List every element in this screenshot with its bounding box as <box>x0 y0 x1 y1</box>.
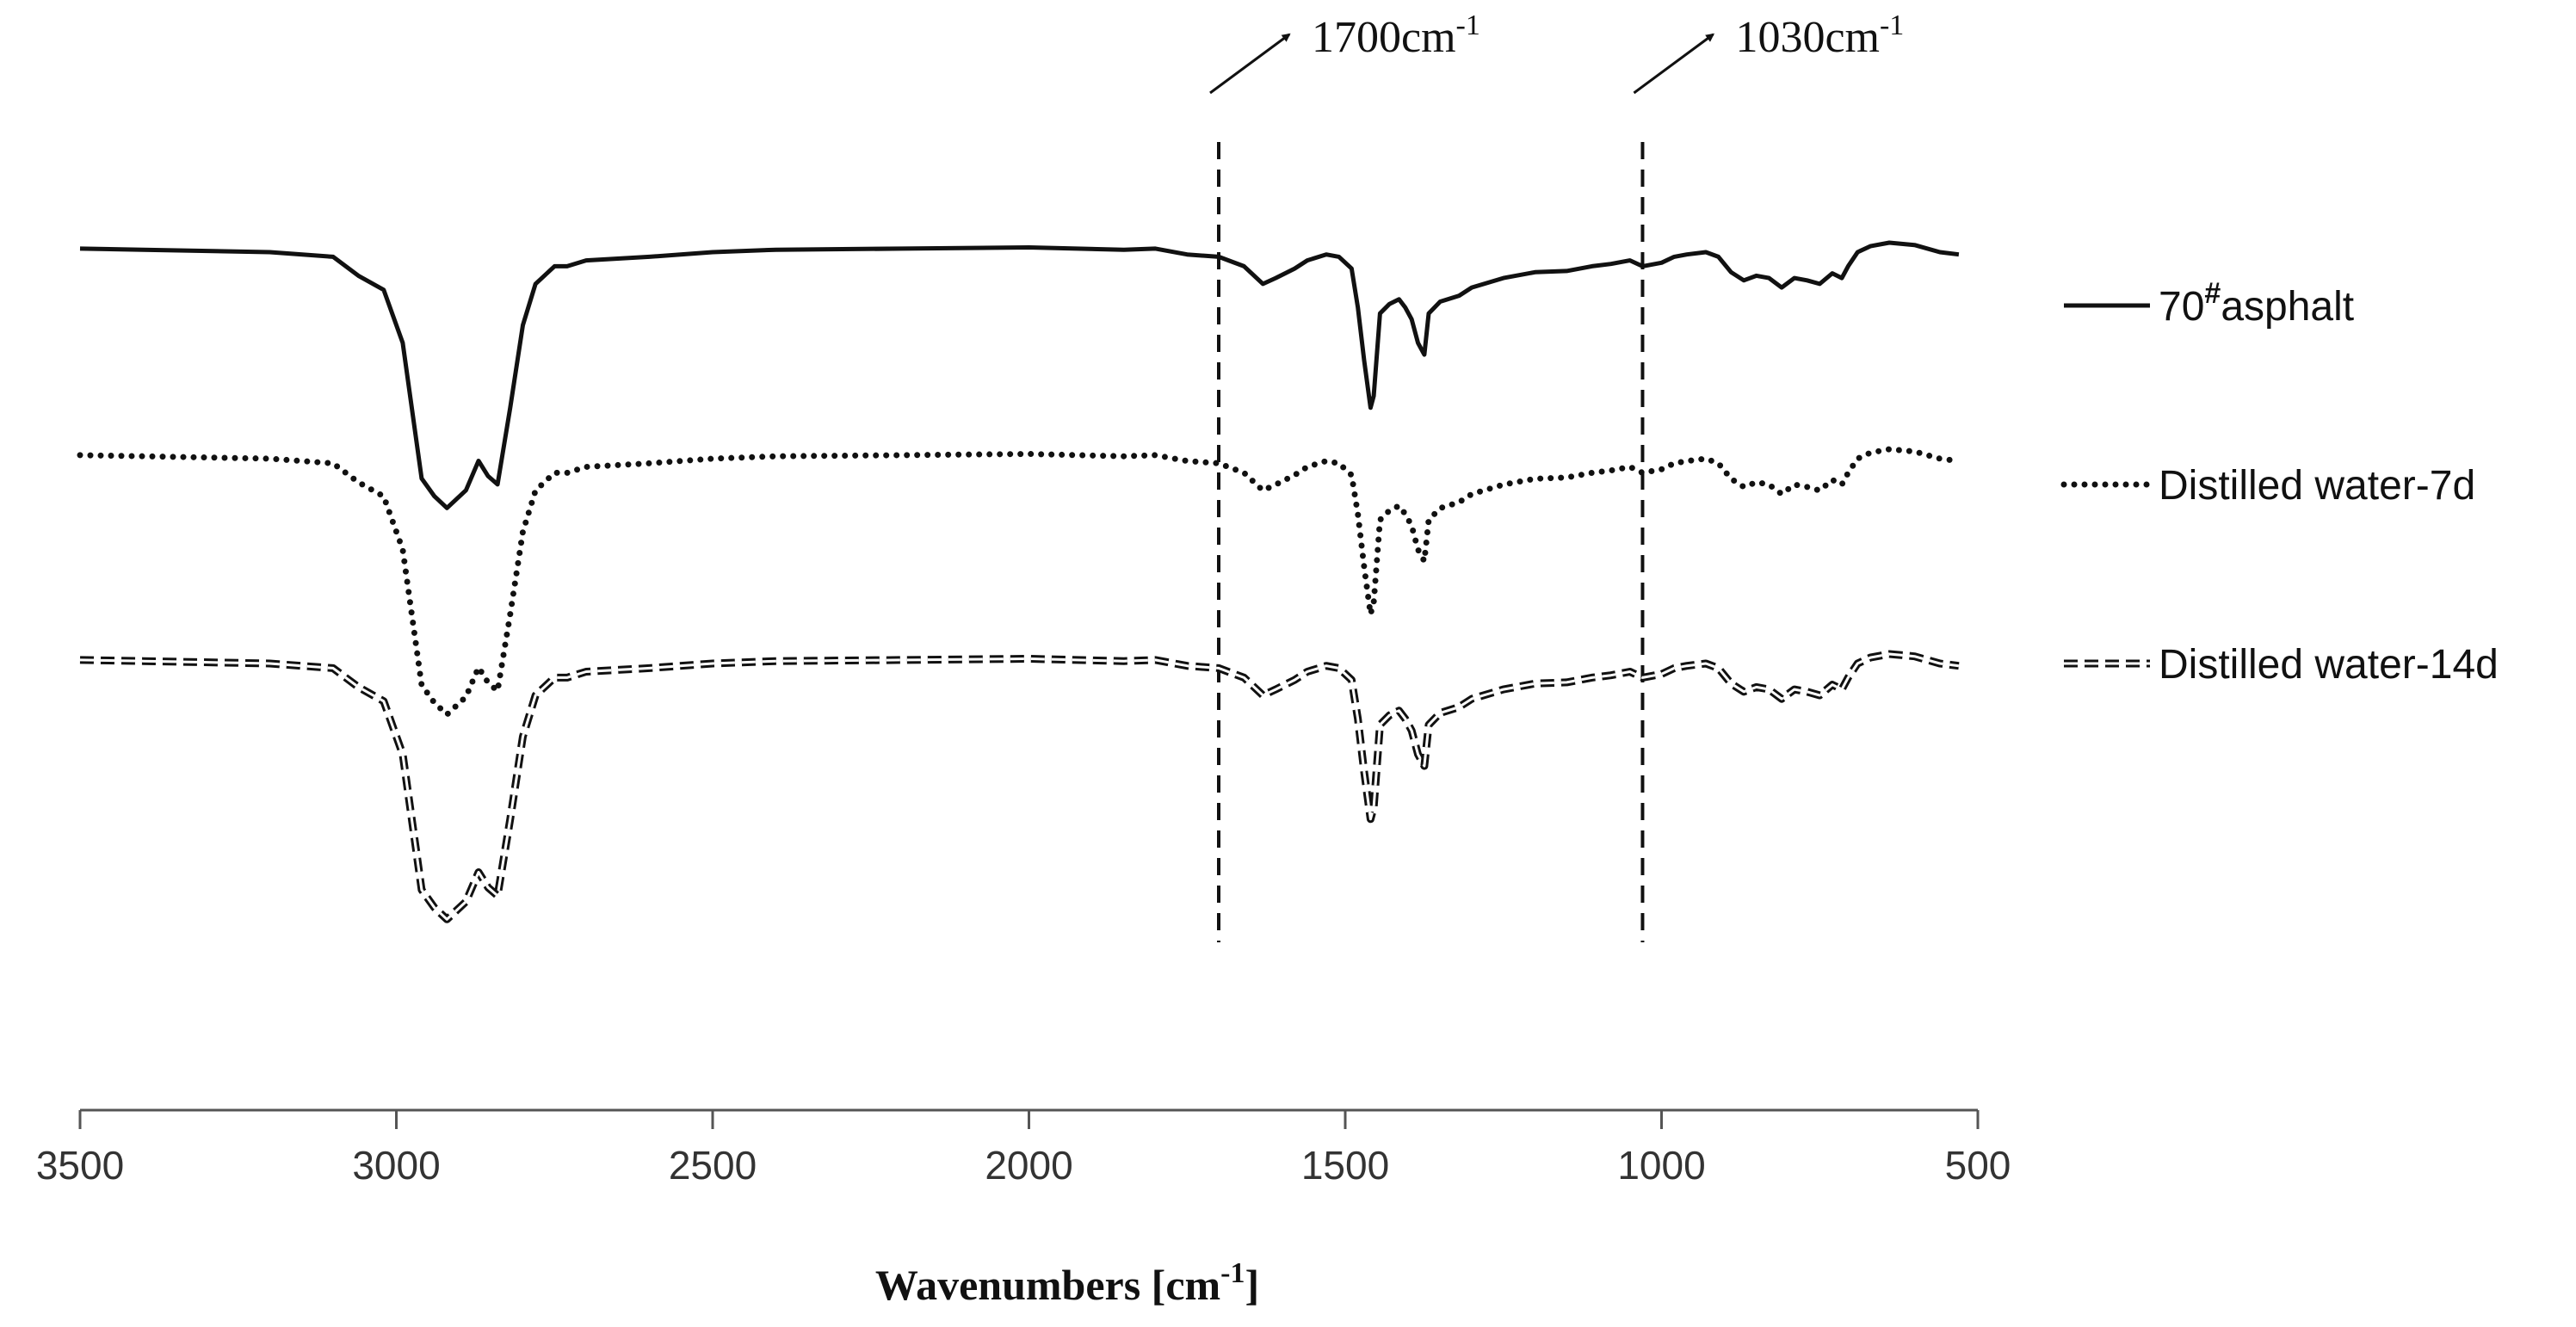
x-axis-title-sup: -1 <box>1220 1257 1245 1289</box>
annotation-label-text: 1030cm <box>1735 13 1880 62</box>
annotation-label-text: 1700cm <box>1312 13 1456 62</box>
annotations: 1700cm-1 1030cm-1 <box>1209 9 1904 942</box>
series-line-14d-outer <box>79 650 1960 923</box>
annotation-label-1700: 1700cm-1 <box>1312 9 1480 62</box>
x-axis-ticks: 3500 3000 2500 2000 1500 1000 500 <box>36 1110 2011 1188</box>
x-tick-label: 3500 <box>36 1143 124 1188</box>
legend-label-70: 70 <box>2159 284 2204 330</box>
x-tick-label: 3000 <box>352 1143 440 1188</box>
x-tick-label: 2000 <box>985 1143 1072 1188</box>
annotation-arrow-1030 <box>1633 33 1715 95</box>
annotation-label-sup: -1 <box>1880 9 1904 41</box>
x-tick-label: 1000 <box>1617 1143 1705 1188</box>
legend: 70#asphalt Distilled water-7d Distilled … <box>2060 277 2499 688</box>
legend-item-asphalt: 70#asphalt <box>2064 277 2354 330</box>
x-axis-title-text: Wavenumbers [cm <box>875 1261 1220 1309</box>
annotation-label-sup: -1 <box>1456 9 1480 41</box>
legend-label-asphalt-suffix: asphalt <box>2221 284 2354 330</box>
legend-item-14d: Distilled water-14d <box>2064 642 2499 688</box>
series-line-asphalt <box>79 240 1960 510</box>
legend-item-7d: Distilled water-7d <box>2060 463 2475 509</box>
series-line-7d <box>77 446 1962 718</box>
legend-label-14d: Distilled water-14d <box>2159 642 2499 688</box>
legend-label-asphalt: 70#asphalt <box>2159 277 2354 330</box>
x-axis-title-close: ] <box>1245 1261 1260 1309</box>
legend-label-7d: Distilled water-7d <box>2159 463 2475 509</box>
x-tick-label: 1500 <box>1301 1143 1389 1188</box>
x-tick-label: 2500 <box>669 1143 757 1188</box>
annotation-label-1030: 1030cm-1 <box>1735 9 1904 62</box>
x-axis-title: Wavenumbers [cm-1] <box>875 1257 1259 1309</box>
series-layer <box>77 240 1962 923</box>
x-tick-label: 500 <box>1945 1143 2011 1188</box>
legend-label-hash: # <box>2204 277 2221 310</box>
annotation-arrow-1700 <box>1209 33 1291 95</box>
series-line-14d-inner <box>79 652 1960 921</box>
